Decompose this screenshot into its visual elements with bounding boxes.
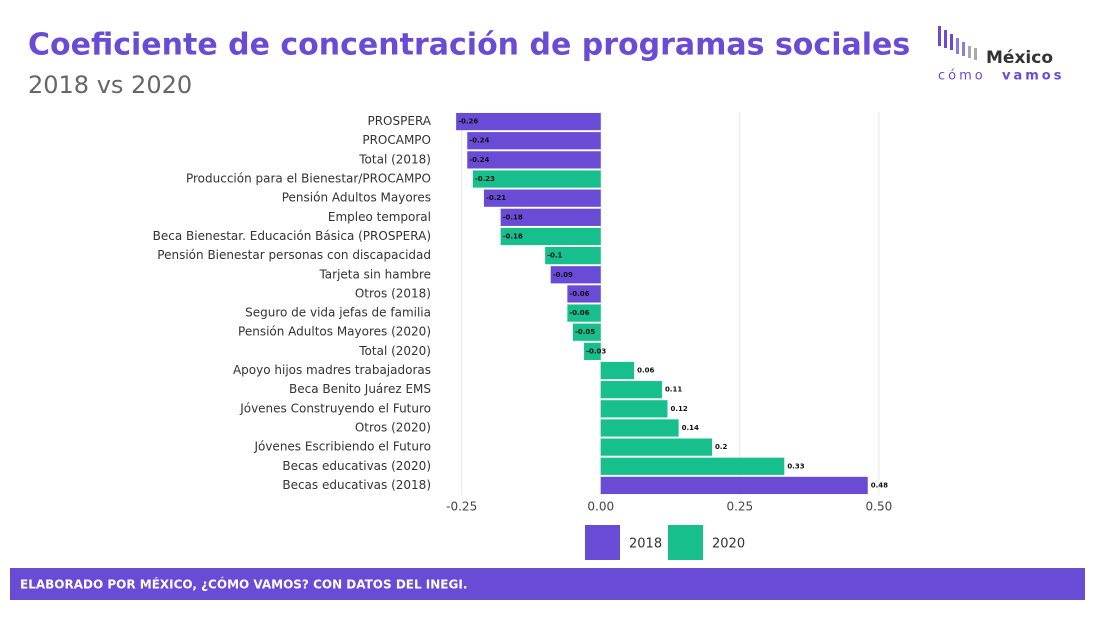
y-tick-label: Total (2020)	[358, 344, 431, 358]
value-label: -0.06	[569, 309, 589, 317]
bar	[600, 476, 868, 495]
y-tick-label: Total (2018)	[358, 152, 431, 166]
logo-icon	[938, 26, 977, 60]
chart-title: Coeficiente de concentración de programa…	[28, 28, 910, 63]
value-label: 0.12	[671, 405, 688, 413]
y-tick-label: Beca Benito Juárez EMS	[289, 382, 431, 396]
y-tick-label: Seguro de vida jefas de familia	[245, 306, 431, 320]
y-tick-label: Pensión Adultos Mayores	[282, 191, 431, 205]
legend-swatch	[668, 525, 703, 560]
y-tick-label: Becas educativas (2018)	[282, 478, 431, 492]
value-label: -0.03	[586, 347, 606, 355]
bar	[500, 227, 601, 246]
bar	[600, 419, 679, 437]
y-tick-label: PROSPERA	[367, 114, 431, 128]
value-label: 0.06	[637, 367, 654, 375]
legend-swatch	[585, 525, 620, 560]
footer-band	[10, 568, 1085, 600]
chart-subtitle: 2018 vs 2020	[28, 71, 192, 99]
value-label: -0.18	[503, 213, 523, 221]
bar	[467, 151, 601, 169]
bar	[600, 400, 668, 418]
y-tick-label: Otros (2018)	[355, 286, 431, 300]
y-tick-label: Otros (2020)	[355, 420, 431, 434]
bar	[600, 381, 662, 399]
x-tick-label: 0.00	[587, 500, 614, 514]
logo-text: vamos	[1002, 69, 1064, 84]
y-tick-label: Beca Bienestar. Educación Básica (PROSPE…	[153, 229, 431, 243]
bar	[545, 247, 601, 265]
logo-text: México	[986, 48, 1053, 68]
x-tick-label: 0.50	[866, 500, 893, 514]
value-label: -0.09	[553, 271, 573, 279]
bar	[600, 457, 785, 475]
value-label: -0.18	[503, 232, 523, 240]
value-label: -0.26	[458, 118, 478, 126]
value-label: 0.48	[871, 481, 888, 489]
value-label: -0.1	[547, 252, 562, 260]
legend-label: 2018	[629, 537, 662, 552]
x-tick-label: 0.25	[726, 500, 753, 514]
y-tick-label: Apoyo hijos madres trabajadoras	[233, 363, 431, 377]
value-label: 0.33	[787, 462, 804, 470]
bar	[600, 361, 635, 380]
value-label: -0.06	[569, 290, 589, 298]
bar	[472, 170, 601, 188]
bar	[467, 132, 601, 150]
bar	[550, 266, 601, 284]
plot-area	[445, 112, 890, 495]
bar	[567, 285, 601, 303]
y-tick-label: Jóvenes Construyendo el Futuro	[239, 401, 431, 415]
bar	[500, 208, 601, 226]
y-tick-label: Producción para el Bienestar/PROCAMPO	[186, 172, 431, 186]
bar	[567, 304, 601, 322]
y-tick-label: Tarjeta sin hambre	[318, 267, 431, 281]
source-note: ELABORADO POR MÉXICO, ¿CÓMO VAMOS? CON D…	[20, 577, 467, 592]
y-tick-label: Becas educativas (2020)	[282, 459, 431, 473]
value-label: -0.21	[486, 194, 506, 202]
legend-label: 2020	[712, 537, 745, 552]
value-label: -0.05	[575, 328, 595, 336]
value-label: -0.23	[475, 175, 495, 183]
x-tick-label: -0.25	[446, 500, 477, 514]
value-label: -0.24	[469, 137, 489, 145]
y-tick-label: Empleo temporal	[328, 210, 431, 224]
value-label: 0.2	[715, 443, 728, 451]
y-tick-label: Jóvenes Escribiendo el Futuro	[253, 440, 431, 454]
y-tick-label: PROCAMPO	[362, 133, 431, 147]
bar	[456, 112, 601, 131]
bar	[483, 189, 601, 207]
bar	[572, 323, 601, 341]
logo-text: cómo	[938, 69, 986, 84]
value-label: 0.14	[682, 424, 699, 432]
value-label: -0.24	[469, 156, 489, 164]
y-tick-label: Pensión Bienestar personas con discapaci…	[157, 248, 431, 262]
bar	[584, 342, 601, 360]
value-label: 0.11	[665, 386, 682, 394]
y-tick-label: Pensión Adultos Mayores (2020)	[238, 325, 431, 339]
bar	[600, 438, 712, 456]
